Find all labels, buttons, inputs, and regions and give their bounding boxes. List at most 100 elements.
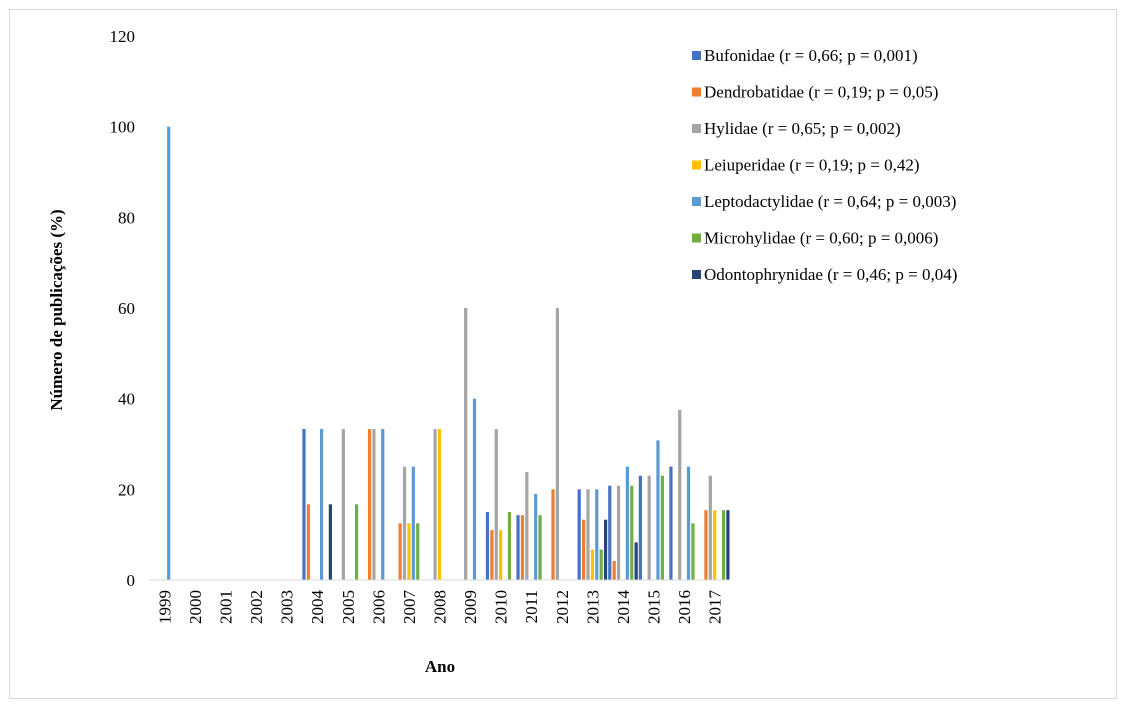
y-axis-ticks: 0 20 40 60 80 100 120 (110, 27, 136, 590)
bar (678, 410, 681, 580)
legend-swatch (692, 270, 701, 279)
bar (355, 504, 358, 580)
x-tick-label: 2016 (675, 590, 694, 624)
bar (639, 476, 642, 580)
bar (709, 476, 712, 580)
bar-chart: 0 20 40 60 80 100 120 1999 2000 2001 2002 2003 20 0 4… (10, 10, 1116, 698)
bar (613, 561, 616, 580)
bars (167, 127, 729, 580)
legend: Bufonidae (r = 0,66; p = 0,001) Dendrobat… (692, 46, 957, 284)
bar (464, 308, 467, 580)
legend-label: Leptodactylidae (r = 0,64; p = 0,003) (704, 192, 956, 211)
bar (473, 399, 476, 580)
bar (704, 510, 707, 580)
bar (368, 429, 371, 580)
bar (412, 467, 415, 580)
bar (691, 523, 694, 580)
bar (372, 429, 375, 580)
x-tick-label: 2007 (400, 590, 419, 625)
bar (722, 510, 725, 580)
x-axis-ticks: 1999 2000 2001 2002 2003 2004 2005 2006 2007 2008… (155, 590, 724, 625)
bar (586, 489, 589, 580)
y-tick-label: 80 (118, 208, 135, 227)
bar (626, 467, 629, 580)
legend-label: Leiuperidae (r = 0,19; p = 0,42) (704, 156, 920, 175)
x-tick-label: 2003 (278, 590, 297, 624)
x-tick-label: 2013 (583, 590, 602, 624)
legend-label: Dendrobatidae (r = 0,19; p = 0,05) (704, 83, 938, 102)
x-tick-label: 2015 (645, 590, 664, 624)
bar (329, 504, 332, 580)
bar (167, 127, 170, 580)
bar (582, 520, 585, 580)
y-tick-label: 120 (110, 27, 136, 46)
y-tick-label: 100 (110, 118, 136, 137)
bar (381, 429, 384, 580)
x-tick-label: 2014 (614, 590, 633, 625)
y-tick-label: 20 (118, 480, 135, 499)
chart-frame: 0 20 40 60 80 100 120 1999 2000 2001 2002 2003 20 0 4… (9, 9, 1117, 699)
bar (687, 467, 690, 580)
legend-swatch (692, 51, 701, 60)
bar (320, 429, 323, 580)
x-tick-label: 2011 (522, 590, 541, 623)
x-tick-label: 2000 (186, 590, 205, 624)
x-tick-label: 2005 (339, 590, 358, 624)
bar (551, 489, 554, 580)
x-tick-label: 2008 (431, 590, 450, 624)
bar (302, 429, 305, 580)
x-tick-label: 2001 (216, 590, 235, 624)
legend-label: Bufonidae (r = 0,66; p = 0,001) (704, 46, 918, 65)
x-tick-label: 2010 (492, 590, 511, 624)
bar (438, 429, 441, 580)
legend-swatch (692, 197, 701, 206)
bar (604, 520, 607, 580)
x-tick-label: 2017 (706, 590, 725, 625)
bar (538, 515, 541, 580)
bar (403, 467, 406, 580)
bar (661, 476, 664, 580)
bar (591, 550, 594, 580)
x-tick-label: 2002 (247, 590, 266, 624)
legend-swatch (692, 88, 701, 97)
x-tick-label: 2009 (461, 590, 480, 624)
bar (486, 512, 489, 580)
bar (534, 494, 537, 580)
bar (669, 467, 672, 580)
bar (578, 489, 581, 580)
bar (635, 542, 638, 580)
bar (617, 486, 620, 580)
bar (407, 523, 410, 580)
y-axis-title: Número de publicações (%) (47, 209, 66, 410)
bar (495, 429, 498, 580)
bar (608, 486, 611, 580)
y-tick-label: 60 (118, 299, 135, 318)
bar (399, 523, 402, 580)
bar (434, 429, 437, 580)
bar (516, 515, 519, 580)
y-tick-label: 0 (127, 571, 136, 590)
bar (521, 515, 524, 580)
x-axis-title: Ano (425, 657, 455, 676)
bar (648, 476, 651, 580)
bar (508, 512, 511, 580)
legend-swatch (692, 234, 701, 243)
y-tick-label: 40 (118, 390, 135, 409)
legend-swatch (692, 161, 701, 170)
x-tick-label: 1999 (155, 590, 174, 624)
legend-label: Microhylidae (r = 0,60; p = 0,006) (704, 229, 938, 248)
bar (499, 530, 502, 580)
bar (490, 530, 493, 580)
bar (595, 489, 598, 580)
bar (342, 429, 345, 580)
bar (556, 308, 559, 580)
bar (630, 486, 633, 580)
x-tick-label: 2006 (369, 590, 388, 624)
legend-swatch (692, 124, 701, 133)
legend-label: Hylidae (r = 0,65; p = 0,002) (704, 119, 901, 138)
bar (713, 510, 716, 580)
bar (307, 504, 310, 580)
x-tick-label: 2012 (553, 590, 572, 624)
bar (525, 472, 528, 580)
bar (600, 550, 603, 580)
